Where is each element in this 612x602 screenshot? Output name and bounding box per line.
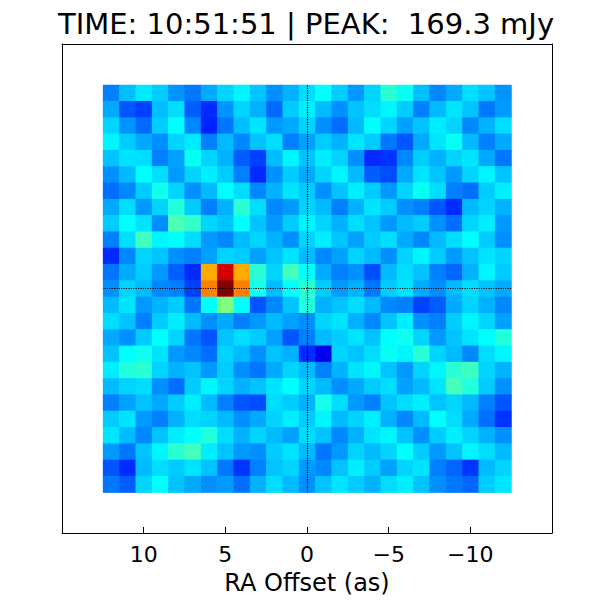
svg-text:RA Offset (as): RA Offset (as) — [224, 569, 389, 597]
svg-text:−10: −10 — [447, 542, 493, 567]
svg-text:10: 10 — [130, 542, 158, 567]
svg-text:−5: −5 — [372, 542, 404, 567]
svg-text:TIME: 10:51:51 | PEAK: 169.3: TIME: 10:51:51 | PEAK: 169.3 mJy — [57, 7, 554, 41]
svg-text:5: 5 — [218, 542, 232, 567]
svg-text:0: 0 — [300, 542, 314, 567]
